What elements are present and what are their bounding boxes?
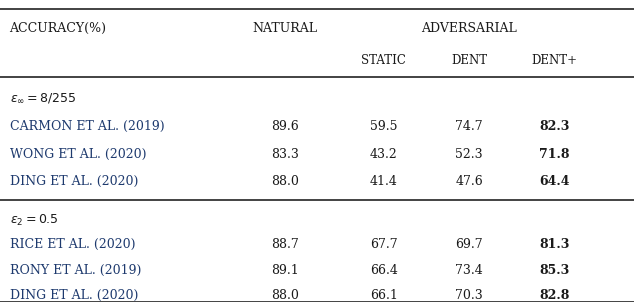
Text: $\epsilon_2 = 0.5$: $\epsilon_2 = 0.5$	[10, 213, 58, 228]
Text: 59.5: 59.5	[370, 120, 398, 133]
Text: 67.7: 67.7	[370, 238, 398, 251]
Text: ACCURACY(%): ACCURACY(%)	[10, 22, 107, 35]
Text: 89.6: 89.6	[271, 120, 299, 133]
Text: NATURAL: NATURAL	[253, 22, 318, 35]
Text: 43.2: 43.2	[370, 147, 398, 161]
Text: 73.4: 73.4	[455, 264, 483, 277]
Text: 88.7: 88.7	[271, 238, 299, 251]
Text: 85.3: 85.3	[540, 264, 570, 277]
Text: ADVERSARIAL: ADVERSARIAL	[421, 22, 517, 35]
Text: 89.1: 89.1	[271, 264, 299, 277]
Text: 52.3: 52.3	[455, 147, 483, 161]
Text: 69.7: 69.7	[455, 238, 483, 251]
Text: WONG ET AL. (2020): WONG ET AL. (2020)	[10, 147, 146, 161]
Text: DING ET AL. (2020): DING ET AL. (2020)	[10, 175, 138, 188]
Text: 82.8: 82.8	[540, 289, 570, 302]
Text: 74.7: 74.7	[455, 120, 483, 133]
Text: 66.1: 66.1	[370, 289, 398, 302]
Text: 47.6: 47.6	[455, 175, 483, 188]
Text: DENT+: DENT+	[532, 54, 578, 67]
Text: DING ET AL. (2020): DING ET AL. (2020)	[10, 289, 138, 302]
Text: 88.0: 88.0	[271, 289, 299, 302]
Text: 41.4: 41.4	[370, 175, 398, 188]
Text: 83.3: 83.3	[271, 147, 299, 161]
Text: 82.3: 82.3	[540, 120, 570, 133]
Text: DENT: DENT	[451, 54, 487, 67]
Text: $\epsilon_\infty = 8/255$: $\epsilon_\infty = 8/255$	[10, 91, 75, 105]
Text: 70.3: 70.3	[455, 289, 483, 302]
Text: 81.3: 81.3	[540, 238, 570, 251]
Text: 71.8: 71.8	[540, 147, 570, 161]
Text: 66.4: 66.4	[370, 264, 398, 277]
Text: STATIC: STATIC	[361, 54, 406, 67]
Text: 88.0: 88.0	[271, 175, 299, 188]
Text: RONY ET AL. (2019): RONY ET AL. (2019)	[10, 264, 141, 277]
Text: RICE ET AL. (2020): RICE ET AL. (2020)	[10, 238, 135, 251]
Text: 64.4: 64.4	[540, 175, 570, 188]
Text: CARMON ET AL. (2019): CARMON ET AL. (2019)	[10, 120, 164, 133]
